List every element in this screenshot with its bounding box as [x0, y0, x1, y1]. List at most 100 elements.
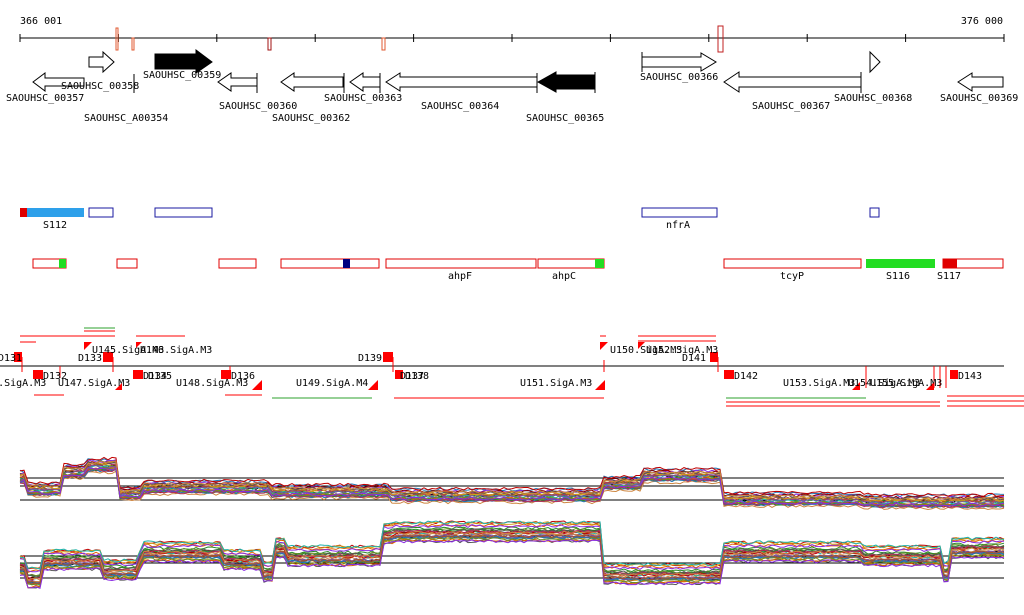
feature-label: ahpC — [552, 271, 576, 282]
segment-label[interactable]: U144.SigA.M3 — [0, 378, 46, 389]
segment-label[interactable]: U150.SigA.M3 — [610, 345, 682, 356]
segment-label[interactable]: D138 — [405, 371, 429, 382]
ruler-start-label: 366 001 — [20, 16, 62, 27]
profile-trace — [19, 530, 1005, 580]
gene-arrow[interactable] — [32, 72, 85, 92]
gene-label[interactable]: SAOUHSC_00366 — [640, 72, 718, 83]
segment-label[interactable]: D135 — [148, 371, 172, 382]
segment-label[interactable]: U147.SigA.M3 — [58, 378, 130, 389]
gene-arrow[interactable] — [957, 72, 1004, 92]
segment-marks[interactable] — [14, 342, 958, 390]
profile-trace — [19, 520, 1005, 570]
feature-box[interactable] — [723, 258, 862, 269]
gene-arrow[interactable] — [154, 49, 213, 74]
segment-label[interactable]: U155.SigA.M3 — [870, 378, 942, 389]
segment-label[interactable]: U154.SigA.M3 — [848, 378, 920, 389]
segment-label[interactable]: D131 — [0, 353, 22, 364]
gene-label[interactable]: SAOUHSC_00359 — [143, 70, 221, 81]
feature-box[interactable] — [537, 258, 605, 269]
gene-label[interactable]: SAOUHSC_00364 — [421, 101, 499, 112]
feature-box[interactable] — [88, 207, 114, 218]
feature-label: nfrA — [666, 220, 690, 231]
segment-track: D131 D132 D133 U145.SigA.M3 U146.SigA.M3… — [0, 327, 1024, 407]
feature-track-upper: S112 nfrA — [20, 207, 880, 231]
segment-label[interactable]: D136 — [231, 371, 255, 382]
ruler-marker — [115, 27, 119, 51]
gene-label[interactable]: SAOUHSC_00362 — [272, 113, 350, 124]
gene-label[interactable]: SAOUHSC_00363 — [324, 93, 402, 104]
gene-label[interactable]: SAOUHSC_00367 — [752, 101, 830, 112]
gene-arrow[interactable] — [641, 52, 717, 72]
feature-box[interactable] — [343, 259, 350, 268]
gene-arrow[interactable] — [280, 72, 344, 92]
ruler-marker — [381, 37, 386, 51]
gene-arrow[interactable] — [385, 72, 538, 92]
profile-trace — [19, 539, 1005, 589]
ruler-marker — [717, 25, 724, 53]
feature-track-lower: ahpF ahpC tcyP S116 S117 — [32, 258, 1004, 282]
feature-box[interactable] — [280, 258, 380, 269]
feature-box[interactable] — [385, 258, 537, 269]
feature-label: ahpF — [448, 271, 472, 282]
segment-label[interactable]: D139 — [358, 353, 382, 364]
profile-trace — [19, 459, 1005, 500]
segment-label[interactable]: U152.SigA.M3 — [646, 345, 718, 356]
gene-track: SAOUHSC_00357 SAOUHSC_00358 SAOUHSC_A003… — [6, 49, 1018, 124]
profile-trace — [19, 470, 1005, 511]
gene-label[interactable]: SAOUHSC_00358 — [61, 81, 139, 92]
segment-label[interactable]: D133 — [78, 353, 102, 364]
feature-box[interactable] — [866, 259, 935, 268]
feature-box[interactable] — [943, 259, 957, 268]
segment-label[interactable]: D141 — [682, 353, 706, 364]
segment-lines — [20, 330, 1024, 407]
profile-trace — [19, 460, 1005, 501]
ruler-end-label: 376 000 — [961, 16, 1003, 27]
feature-box[interactable] — [154, 207, 213, 218]
gene-arrow[interactable] — [869, 50, 881, 74]
gene-label[interactable]: SAOUHSC_00360 — [219, 101, 297, 112]
feature-label: S116 — [886, 271, 910, 282]
ruler-markers — [115, 25, 724, 53]
gene-arrow[interactable] — [536, 71, 596, 93]
gene-label[interactable]: SAOUHSC_A00354 — [84, 113, 168, 124]
feature-box[interactable] — [20, 208, 27, 217]
feature-box[interactable] — [869, 207, 880, 218]
profile-trace — [19, 534, 1005, 585]
segment-label[interactable]: D134 — [143, 371, 167, 382]
feature-box[interactable] — [27, 208, 84, 217]
profile-trace — [19, 467, 1005, 507]
segment-label[interactable]: U145.SigA.M3 — [92, 345, 164, 356]
gene-arrow[interactable] — [88, 50, 115, 74]
gene-arrow[interactable] — [217, 72, 258, 92]
feature-box[interactable] — [595, 259, 604, 268]
gene-label[interactable]: SAOUHSC_00369 — [940, 93, 1018, 104]
segment-label[interactable]: D132 — [43, 371, 67, 382]
ruler-marker — [131, 37, 135, 51]
profile-lines — [19, 456, 1005, 511]
gene-arrow[interactable] — [723, 71, 862, 93]
segment-label[interactable]: U149.SigA.M4 — [296, 378, 368, 389]
segment-label[interactable]: U151.SigA.M3 — [520, 378, 592, 389]
gene-arrow[interactable] — [349, 72, 381, 92]
profile-trace — [19, 537, 1005, 586]
feature-box[interactable] — [218, 258, 257, 269]
expression-profile-lower — [19, 520, 1005, 589]
segment-label[interactable]: D143 — [958, 371, 982, 382]
segment-label[interactable]: D142 — [734, 371, 758, 382]
segment-label[interactable]: U148.SigA.M3 — [176, 378, 248, 389]
gene-label[interactable]: SAOUHSC_00368 — [834, 93, 912, 104]
segment-label[interactable]: U146.SigA.M3 — [140, 345, 212, 356]
feature-box[interactable] — [641, 207, 718, 218]
feature-box[interactable] — [59, 259, 66, 268]
feature-box[interactable] — [116, 258, 138, 269]
profile-trace — [19, 521, 1005, 570]
gene-label[interactable]: SAOUHSC_00357 — [6, 93, 84, 104]
gene-label[interactable]: SAOUHSC_00365 — [526, 113, 604, 124]
profile-lines — [19, 520, 1005, 589]
segment-label[interactable]: D137 — [400, 371, 424, 382]
profile-trace — [19, 530, 1005, 581]
segment-label[interactable]: U153.SigA.M3 — [783, 378, 855, 389]
segment-stubs — [21, 357, 947, 388]
